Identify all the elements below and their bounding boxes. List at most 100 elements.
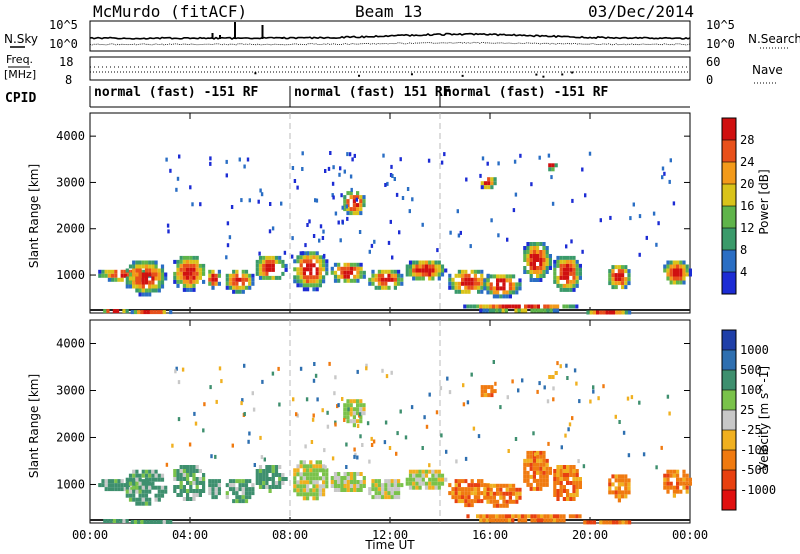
velocity-cell <box>666 473 670 478</box>
velocity-speck <box>210 454 213 459</box>
velocity-cell <box>663 473 667 478</box>
velocity-speck <box>660 445 663 450</box>
velocity-speck <box>511 379 514 384</box>
power-cell <box>540 308 544 313</box>
power-cell <box>195 271 199 276</box>
power-cell <box>299 263 303 268</box>
velocity-cell <box>192 477 196 481</box>
power-cell <box>499 294 503 299</box>
velocity-cell <box>676 469 680 474</box>
power-cell <box>101 269 105 274</box>
velocity-cell <box>408 481 413 486</box>
velocity-cell <box>559 469 563 473</box>
power-cell <box>318 263 322 268</box>
velocity-cell <box>296 492 300 497</box>
velocity-cell <box>569 469 573 473</box>
power-cell <box>428 272 432 277</box>
velocity-cell <box>346 480 350 484</box>
velocity-cell <box>151 473 155 478</box>
power-cell <box>545 254 549 258</box>
velocity-cell <box>217 491 221 496</box>
velocity-speck <box>385 374 389 379</box>
power-cell <box>125 268 129 273</box>
power-cell <box>309 283 313 288</box>
velocity-cell <box>536 482 540 487</box>
velocity-cell <box>676 477 680 482</box>
power-cell <box>141 260 145 265</box>
velocity-cell <box>437 473 441 478</box>
velocity-cell <box>682 477 686 482</box>
power-cell <box>556 279 560 284</box>
power-cell <box>397 281 401 286</box>
velocity-cell <box>248 491 252 496</box>
velocity-cell <box>302 480 306 485</box>
velocity-cell <box>302 460 306 465</box>
power-cell <box>569 283 573 288</box>
power-cell <box>195 275 199 280</box>
velocity-cell <box>346 484 350 488</box>
power-cell <box>346 199 350 204</box>
velocity-cell <box>539 478 543 483</box>
velocity-cell <box>566 489 570 493</box>
power-cell <box>505 278 509 283</box>
power-cell <box>624 281 628 286</box>
power-cell <box>546 304 550 309</box>
power-cell <box>556 304 560 309</box>
velocity-cell <box>464 499 468 504</box>
velocity-cell <box>518 495 522 500</box>
velocity-speck <box>428 392 431 397</box>
velocity-cell <box>377 487 381 492</box>
power-cell <box>315 275 319 280</box>
velocity-cell <box>164 485 168 490</box>
power-cell <box>132 260 136 265</box>
velocity-cell <box>135 469 139 474</box>
power-cell <box>262 271 266 276</box>
power-cell <box>418 272 422 277</box>
velocity-cell <box>186 469 190 473</box>
power-cell <box>377 277 381 282</box>
power-cell <box>356 266 360 271</box>
velocity-speck <box>343 418 346 422</box>
velocity-cell <box>325 480 329 485</box>
velocity-cell <box>512 483 516 488</box>
velocity-cell <box>542 458 546 463</box>
power-speck <box>393 177 396 181</box>
velocity-cell <box>384 487 388 492</box>
power-cell <box>559 275 563 280</box>
power-cell <box>189 259 193 264</box>
velocity-cell <box>262 469 266 473</box>
velocity-cell <box>451 491 455 496</box>
power-cell <box>421 264 425 269</box>
velocity-cell <box>258 485 263 489</box>
velocity-cell <box>559 477 563 481</box>
velocity-cell <box>271 481 275 485</box>
power-cell <box>211 269 215 274</box>
velocity-cell <box>244 479 249 484</box>
velocity-cell <box>262 481 266 485</box>
velocity-cell <box>520 514 524 519</box>
velocity-cell <box>146 520 150 524</box>
velocity-cell <box>107 479 111 484</box>
velocity-speck <box>323 448 326 453</box>
power-cell <box>154 260 158 265</box>
power-cell <box>611 269 615 274</box>
velocity-cell <box>473 499 477 504</box>
power-cell <box>532 262 536 266</box>
cpid-bar: normal (fast) -151 RF normal (fast) 151 R… <box>89 85 690 108</box>
velocity-cell <box>274 465 279 469</box>
velocity-cell <box>346 399 350 404</box>
velocity-cell <box>132 497 136 502</box>
power-cell <box>195 267 199 272</box>
velocity-cell <box>586 520 590 525</box>
power-speck <box>408 209 411 214</box>
velocity-cell <box>112 519 116 523</box>
power-cell <box>330 266 334 271</box>
power-speck <box>570 239 573 244</box>
velocity-cell <box>437 481 441 486</box>
power-speck <box>512 208 516 213</box>
velocity-cell <box>322 464 326 469</box>
velocity-cell <box>685 477 689 482</box>
velocity-cell <box>343 411 347 416</box>
power-cell <box>356 278 360 283</box>
velocity-cell <box>179 465 183 469</box>
